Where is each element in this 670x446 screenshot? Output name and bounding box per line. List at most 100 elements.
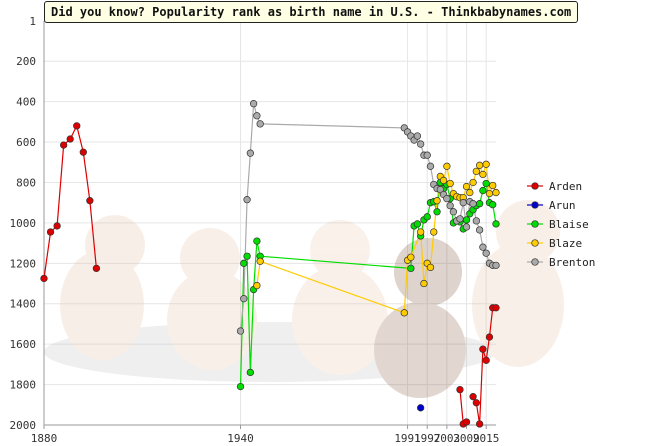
arden-point [46, 228, 55, 236]
x-tick-label: 1997 [414, 432, 441, 445]
blaze-point [469, 178, 477, 187]
y-tick-label: 600 [16, 136, 36, 149]
brenton-point [449, 208, 458, 216]
y-tick-label: 1 [29, 15, 36, 28]
y-tick-label: 1800 [10, 379, 37, 392]
arden-point [475, 420, 484, 428]
x-tick-label: 2015 [473, 432, 500, 445]
brenton-point [479, 243, 487, 251]
arden-point [462, 418, 471, 426]
blaze-point [489, 181, 497, 190]
arden-point [73, 122, 81, 130]
x-tick-label: 1991 [394, 432, 421, 445]
blaze-point [417, 228, 425, 236]
arden-point [472, 399, 480, 407]
arden-point [66, 135, 74, 143]
blaise-point [246, 368, 254, 377]
brenton-point [492, 261, 500, 269]
blaise-point [479, 186, 487, 195]
blaise-point [407, 264, 415, 273]
arden-point [492, 304, 500, 312]
brenton-point [240, 295, 248, 303]
arun-point [417, 404, 425, 412]
brenton-point [446, 202, 454, 210]
y-tick-label: 1200 [10, 257, 37, 270]
arden-point [456, 385, 464, 394]
blaise-point [475, 200, 484, 208]
brenton-point [436, 185, 444, 194]
y-tick-label: 2000 [10, 419, 37, 432]
blaise-point [240, 259, 248, 267]
blaze-point [426, 263, 435, 272]
x-tick-label: 2009 [453, 432, 480, 445]
blaze-point [446, 179, 454, 188]
y-tick-label: 1600 [10, 338, 37, 351]
brenton-point [482, 249, 490, 257]
arden-point [485, 333, 494, 341]
blaze-point [439, 176, 448, 185]
arden-point [86, 197, 94, 205]
legend-brenton-label: Brenton [549, 256, 595, 269]
blaise-point [423, 213, 431, 221]
blaze-point [466, 188, 474, 197]
legend: Arden Arun Blaise Blaze Brenton [527, 180, 595, 269]
brenton-point [462, 223, 471, 231]
blaze-point [420, 279, 428, 288]
brenton-point [475, 226, 484, 234]
x-tick-label: 1940 [227, 432, 254, 445]
blaise-point [236, 382, 245, 391]
axes-frame [43, 21, 496, 426]
legend-blaze-marker [531, 239, 539, 247]
arden-point [79, 148, 87, 156]
brenton-point [472, 217, 480, 225]
arden-point [469, 393, 477, 401]
blaze-point [475, 161, 484, 169]
brenton-point [413, 132, 422, 140]
legend-blaise-label: Blaise [549, 218, 589, 231]
blaze-point [253, 281, 261, 290]
arden-point [53, 222, 61, 230]
legend-blaise-marker [531, 220, 539, 228]
brenton-point [256, 120, 264, 128]
blaise-point [489, 201, 497, 209]
brenton-point [246, 149, 254, 157]
blaise-point [492, 220, 500, 228]
arden-point [60, 141, 68, 149]
blaise-point [253, 237, 261, 245]
blaise-point [243, 252, 251, 260]
arden-point [40, 274, 48, 283]
blaze-point [482, 160, 490, 168]
brenton-point [469, 200, 477, 208]
legend-arun-label: Arun [549, 199, 576, 212]
brenton-point [426, 162, 435, 170]
blaise-point [462, 216, 471, 224]
chart-title: Did you know? Popularity rank as birth n… [44, 1, 579, 23]
legend-arun-marker [531, 201, 539, 209]
y-tick-label: 800 [16, 176, 36, 189]
y-tick-label: 200 [16, 55, 36, 68]
blaze-point [472, 167, 480, 176]
arden-point [92, 264, 101, 273]
blaze-point [485, 189, 494, 198]
brenton-point [443, 194, 451, 203]
blaze-point [492, 188, 500, 197]
x-tick-label: 1880 [31, 432, 58, 445]
blaze-point [407, 253, 415, 261]
brenton-point [243, 196, 251, 204]
arden-point [482, 356, 490, 364]
blaise-point [433, 208, 441, 216]
y-tick-label: 400 [16, 96, 36, 109]
blaze-point [462, 182, 471, 191]
series-points [40, 100, 500, 428]
brenton-point [459, 199, 467, 207]
brenton-point [236, 327, 245, 335]
brenton-point [253, 112, 261, 120]
brenton-point [417, 140, 425, 148]
blaze-point [479, 170, 487, 179]
blaze-point [443, 162, 451, 170]
legend-brenton-marker [531, 258, 539, 266]
legend-arden-marker [531, 182, 539, 190]
arden-point [479, 345, 487, 353]
